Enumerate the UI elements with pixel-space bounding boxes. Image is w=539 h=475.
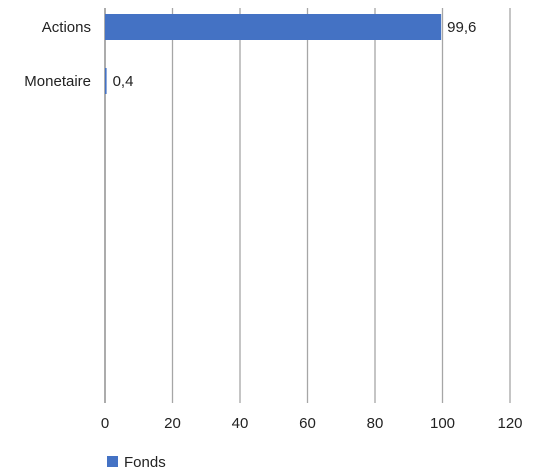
bar-actions [105, 14, 442, 40]
x-tick-label: 40 [232, 415, 249, 432]
x-tick-label: 20 [164, 415, 181, 432]
bar-monetaire [105, 68, 107, 94]
legend-label: Fonds [124, 454, 166, 471]
x-tick-label: 60 [299, 415, 316, 432]
x-tick-label: 0 [101, 415, 109, 432]
category-labels: Actions Monetaire [24, 19, 91, 90]
legend-swatch [107, 456, 118, 467]
bars [105, 14, 442, 94]
data-label: 99,6 [447, 19, 476, 36]
x-tick-label: 100 [430, 415, 455, 432]
category-label: Actions [42, 19, 91, 36]
legend: Fonds [107, 454, 166, 471]
data-labels: 99,6 0,4 [113, 19, 477, 90]
x-tick-labels: 0 20 40 60 80 100 120 [101, 415, 523, 432]
x-tick-label: 80 [367, 415, 384, 432]
x-tick-label: 120 [497, 415, 522, 432]
grid-lines [104, 8, 511, 403]
data-label: 0,4 [113, 73, 134, 90]
category-label: Monetaire [24, 73, 91, 90]
